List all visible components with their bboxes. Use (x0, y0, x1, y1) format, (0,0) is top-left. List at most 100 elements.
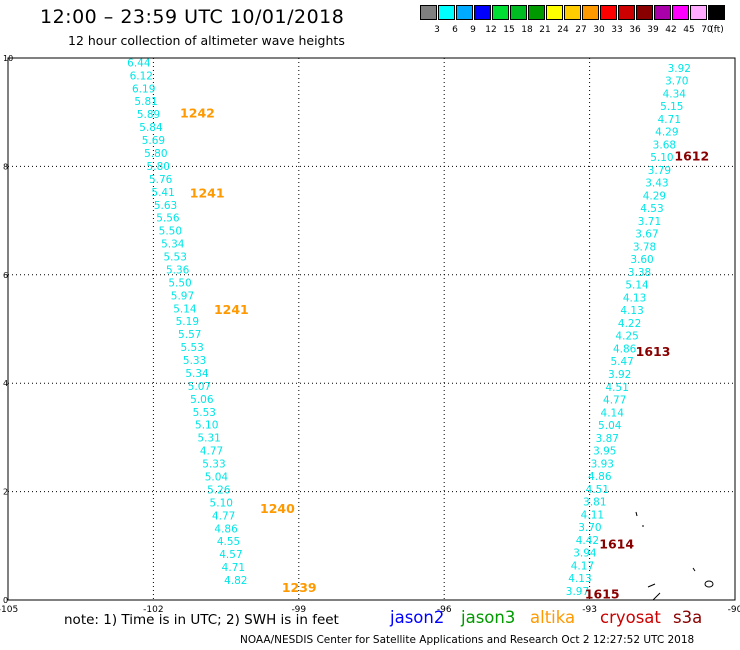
wave-height-label: 5.47 (610, 356, 633, 368)
wave-height-label: 3.97 (566, 586, 589, 598)
wave-height-label: 3.87 (596, 433, 619, 445)
x-tick-label: -102 (143, 605, 163, 615)
scale-swatch (636, 5, 653, 20)
wave-height-label: 3.71 (638, 216, 661, 228)
wave-height-label: 4.51 (586, 484, 609, 496)
wave-height-label: 3.92 (608, 369, 631, 381)
wave-height-label: 5.53 (193, 407, 216, 419)
wave-height-label: 5.81 (134, 96, 157, 108)
wave-height-label: 5.15 (660, 101, 683, 113)
scale-label: 15 (503, 25, 515, 35)
wave-height-label: 3.67 (635, 229, 658, 241)
y-tick-label: 8 (3, 162, 8, 171)
wave-height-label: 5.41 (151, 187, 174, 199)
wave-height-label: 5.80 (147, 161, 170, 173)
scale-label: 39 (647, 25, 659, 35)
legend-jason3: jason3 (461, 608, 516, 627)
wave-height-label: 3.92 (668, 63, 691, 75)
scale-label: 3 (434, 25, 440, 35)
x-tick-label: -105 (0, 605, 18, 615)
units-note: note: 1) Time is in UTC; 2) SWH is in fe… (64, 612, 339, 628)
wave-height-label: 5.26 (207, 484, 231, 496)
time-label: 1615 (585, 587, 620, 602)
wave-height-label: 5.50 (168, 277, 191, 289)
scale-label: 21 (539, 25, 551, 35)
wave-height-label: 5.10 (195, 420, 218, 432)
scale-swatch (690, 5, 707, 20)
wave-height-label: 3.93 (591, 458, 614, 470)
wave-height-label: 5.14 (625, 280, 649, 292)
wave-height-label: 4.55 (217, 536, 240, 548)
legend-cryosat: cryosat (600, 608, 661, 627)
wave-height-label: 3.70 (665, 76, 688, 88)
coastline-fragment (652, 592, 661, 601)
wave-height-label: 5.33 (183, 355, 206, 367)
scale-swatch (420, 5, 437, 20)
scale-swatch (546, 5, 563, 20)
coastline-fragment (692, 567, 696, 572)
wave-height-label: 4.71 (658, 114, 681, 126)
y-tick-label: 2 (3, 488, 8, 497)
x-tick-label: -99 (291, 605, 306, 615)
wave-height-label: 4.86 (588, 471, 612, 483)
time-label: 1241 (190, 186, 225, 201)
wave-height-label: 5.33 (202, 459, 225, 471)
wave-height-label: 4.71 (222, 562, 245, 574)
wave-height-label: 5.80 (144, 148, 167, 160)
scale-swatch (654, 5, 671, 20)
scale-swatch (672, 5, 689, 20)
x-tick-label: -96 (437, 605, 452, 615)
wave-height-label: 5.06 (190, 394, 214, 406)
scale-swatch (528, 5, 545, 20)
wave-height-label: 5.04 (598, 420, 622, 432)
wave-height-label: 3.95 (593, 446, 616, 458)
wave-height-label: 4.11 (581, 509, 604, 521)
wave-height-label: 5.56 (156, 213, 180, 225)
wave-height-label: 4.86 (214, 523, 238, 535)
wave-height-label: 5.14 (173, 303, 197, 315)
wave-height-label: 3.38 (628, 267, 651, 279)
wave-height-label: 5.69 (142, 135, 165, 147)
wave-height-label: 5.34 (161, 239, 185, 251)
wave-height-label: 3.43 (645, 178, 668, 190)
wave-height-label: 4.57 (219, 549, 242, 561)
wave-height-label: 3.79 (648, 165, 671, 177)
scale-swatch (708, 5, 725, 20)
scale-label: 36 (629, 25, 641, 35)
island-outline (704, 580, 714, 588)
wave-height-label: 5.76 (149, 174, 173, 186)
wave-height-label: 5.10 (650, 152, 673, 164)
wave-height-label: 5.57 (178, 329, 201, 341)
wave-height-label: 4.22 (618, 318, 641, 330)
wave-height-label: 5.53 (180, 342, 203, 354)
scale-label: 45 (683, 25, 695, 35)
wave-height-label: 5.07 (188, 381, 211, 393)
time-label: 1239 (282, 580, 317, 595)
y-tick-label: 4 (3, 379, 8, 388)
time-label: 1614 (599, 537, 634, 552)
wave-height-label: 4.86 (613, 343, 637, 355)
x-tick-label: -90 (728, 605, 740, 615)
scale-swatch (492, 5, 509, 20)
scale-unit: (ft) (710, 25, 724, 35)
scale-swatch (618, 5, 635, 20)
wave-height-label: 4.13 (620, 305, 643, 317)
wave-height-label: 3.94 (573, 548, 597, 560)
wave-height-label: 4.51 (606, 382, 629, 394)
legend-jason2: jason2 (390, 608, 445, 627)
legend-altika: altika (530, 608, 576, 627)
wave-height-label: 5.19 (176, 316, 199, 328)
wave-height-label: 5.97 (171, 290, 194, 302)
wave-height-label: 6.12 (130, 70, 153, 82)
wave-height-label: 5.84 (139, 122, 163, 134)
scale-swatch (510, 5, 527, 20)
legend-s3a: s3a (673, 608, 703, 627)
time-label: 1612 (674, 149, 709, 164)
coastline-fragment (647, 583, 656, 588)
wave-height-label: 5.10 (210, 497, 233, 509)
scale-label: 70 (701, 25, 713, 35)
wave-height-label: 6.44 (127, 57, 151, 69)
time-label: 1240 (260, 501, 295, 516)
footer-credit: NOAA/NESDIS Center for Satellite Applica… (240, 634, 695, 646)
wave-height-label: 5.63 (154, 200, 177, 212)
